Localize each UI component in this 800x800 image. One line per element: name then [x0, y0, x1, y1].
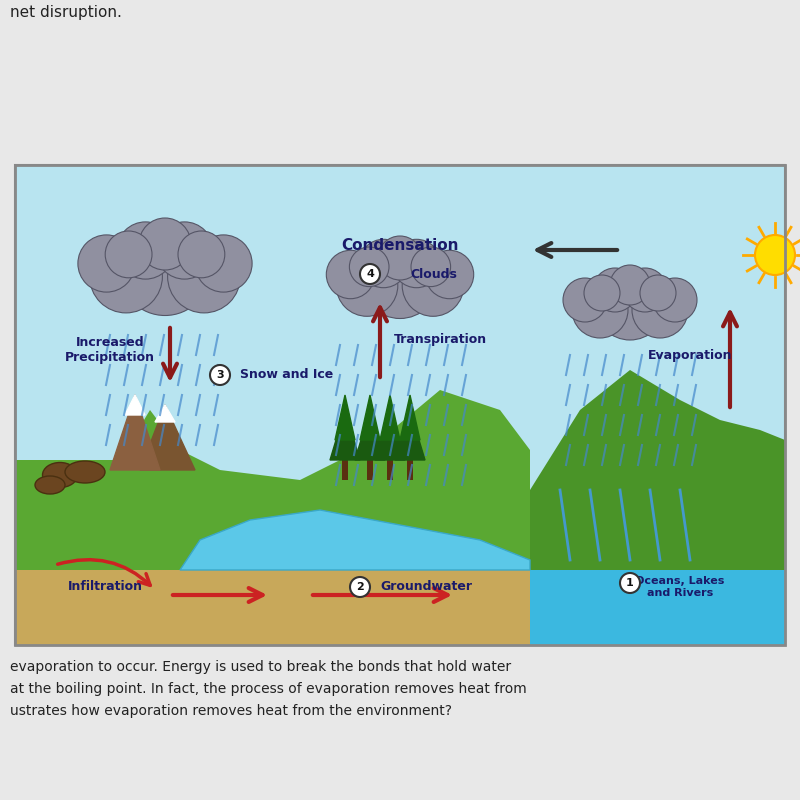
Circle shape — [326, 250, 374, 298]
Circle shape — [139, 218, 191, 270]
Text: 2: 2 — [356, 582, 364, 592]
Circle shape — [378, 236, 422, 280]
Polygon shape — [140, 405, 195, 470]
Text: Snow and Ice: Snow and Ice — [240, 369, 334, 382]
Polygon shape — [180, 510, 530, 570]
FancyBboxPatch shape — [15, 165, 785, 645]
Polygon shape — [110, 395, 160, 470]
Polygon shape — [155, 405, 175, 422]
Circle shape — [360, 264, 380, 284]
Text: net disruption.: net disruption. — [10, 5, 122, 20]
FancyBboxPatch shape — [530, 490, 785, 645]
Circle shape — [595, 270, 665, 340]
Circle shape — [119, 225, 210, 315]
Circle shape — [572, 282, 628, 338]
Circle shape — [210, 365, 230, 385]
Polygon shape — [400, 395, 420, 440]
Ellipse shape — [42, 462, 78, 487]
Circle shape — [411, 247, 450, 286]
Text: Condensation: Condensation — [342, 238, 458, 253]
Circle shape — [623, 268, 667, 312]
Circle shape — [350, 247, 389, 286]
Circle shape — [168, 240, 240, 313]
Bar — [387, 460, 393, 480]
Ellipse shape — [35, 476, 65, 494]
Polygon shape — [360, 395, 380, 440]
Text: 4: 4 — [366, 269, 374, 279]
Circle shape — [593, 268, 637, 312]
Circle shape — [632, 282, 688, 338]
Text: Infiltration: Infiltration — [67, 581, 142, 594]
Text: 3: 3 — [216, 370, 224, 380]
Circle shape — [78, 235, 135, 292]
Text: ustrates how evaporation removes heat from the environment?: ustrates how evaporation removes heat fr… — [10, 704, 452, 718]
Circle shape — [105, 231, 152, 278]
Text: evaporation to occur. Energy is used to break the bonds that hold water: evaporation to occur. Energy is used to … — [10, 660, 511, 674]
Circle shape — [620, 573, 640, 593]
Polygon shape — [330, 410, 360, 460]
Polygon shape — [335, 395, 355, 440]
Polygon shape — [125, 395, 145, 415]
Bar — [367, 460, 373, 480]
Circle shape — [362, 242, 438, 318]
Circle shape — [178, 231, 225, 278]
Circle shape — [755, 235, 795, 275]
Circle shape — [640, 275, 676, 311]
Circle shape — [90, 240, 162, 313]
Text: Oceans, Lakes
and Rivers: Oceans, Lakes and Rivers — [635, 576, 725, 598]
Circle shape — [402, 254, 464, 316]
Text: 1: 1 — [626, 578, 634, 588]
Circle shape — [653, 278, 697, 322]
Polygon shape — [395, 410, 425, 460]
Polygon shape — [355, 410, 385, 460]
Text: Clouds: Clouds — [410, 267, 457, 281]
Circle shape — [350, 577, 370, 597]
Circle shape — [563, 278, 607, 322]
Circle shape — [195, 235, 252, 292]
Circle shape — [610, 265, 650, 305]
Circle shape — [156, 222, 213, 279]
Circle shape — [392, 239, 441, 288]
Polygon shape — [15, 390, 530, 570]
Bar — [342, 460, 348, 480]
Circle shape — [426, 250, 474, 298]
Polygon shape — [530, 370, 785, 570]
Polygon shape — [375, 410, 405, 460]
Circle shape — [584, 275, 620, 311]
Polygon shape — [380, 395, 400, 440]
Text: Transpiration: Transpiration — [394, 334, 486, 346]
Text: at the boiling point. In fact, the process of evaporation removes heat from: at the boiling point. In fact, the proce… — [10, 682, 526, 696]
FancyBboxPatch shape — [15, 570, 785, 645]
Text: Groundwater: Groundwater — [380, 581, 472, 594]
Text: Increased
Precipitation: Increased Precipitation — [65, 336, 155, 364]
Circle shape — [359, 239, 408, 288]
Circle shape — [117, 222, 174, 279]
Circle shape — [336, 254, 398, 316]
Ellipse shape — [65, 461, 105, 483]
Text: Evaporation: Evaporation — [648, 349, 732, 362]
Bar — [407, 460, 413, 480]
